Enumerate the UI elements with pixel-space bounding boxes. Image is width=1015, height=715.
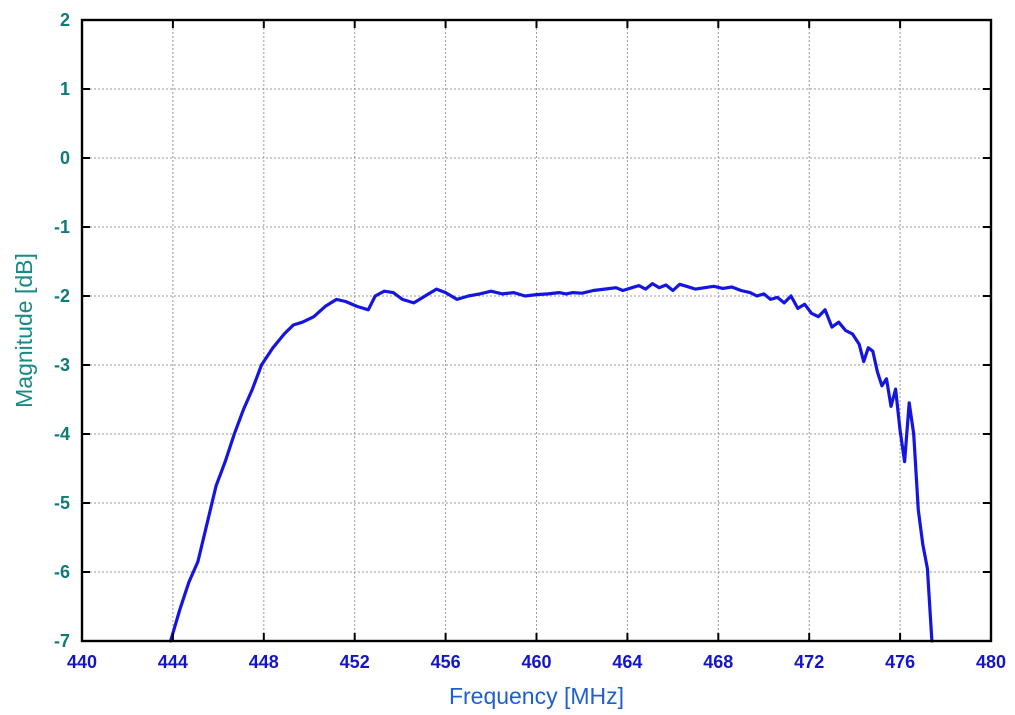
x-tick-label: 452 — [340, 652, 370, 672]
x-tick-labels: 440 444 448 452 456 460 464 468 472 476 480 — [67, 652, 1006, 672]
data-series — [169, 282, 934, 643]
y-tick-label: 0 — [60, 148, 70, 168]
tick-marks — [81, 19, 992, 642]
x-tick-label: 468 — [703, 652, 733, 672]
x-tick-label: 448 — [249, 652, 279, 672]
grid-lines — [82, 20, 991, 641]
y-tick-label: -6 — [54, 562, 70, 582]
y-axis-label: Magnitude [dB] — [11, 253, 37, 408]
y-tick-label: -4 — [54, 424, 70, 444]
y-tick-labels: -7 -6 -5 -4 -3 -2 -1 0 1 2 — [54, 10, 70, 651]
x-tick-label: 464 — [612, 652, 642, 672]
x-tick-label: 472 — [794, 652, 824, 672]
y-tick-label: -7 — [54, 631, 70, 651]
y-tick-label: -3 — [54, 355, 70, 375]
magnitude-line — [169, 282, 934, 643]
x-tick-label: 476 — [885, 652, 915, 672]
y-tick-label: 2 — [60, 10, 70, 30]
x-tick-label: 460 — [521, 652, 551, 672]
x-tick-label: 480 — [976, 652, 1006, 672]
y-tick-label: -1 — [54, 217, 70, 237]
x-tick-label: 444 — [158, 652, 188, 672]
x-tick-label: 456 — [431, 652, 461, 672]
y-tick-label: -5 — [54, 493, 70, 513]
x-axis-label: Frequency [MHz] — [449, 683, 624, 709]
y-tick-label: 1 — [60, 79, 70, 99]
x-tick-label: 440 — [67, 652, 97, 672]
y-tick-label: -2 — [54, 286, 70, 306]
